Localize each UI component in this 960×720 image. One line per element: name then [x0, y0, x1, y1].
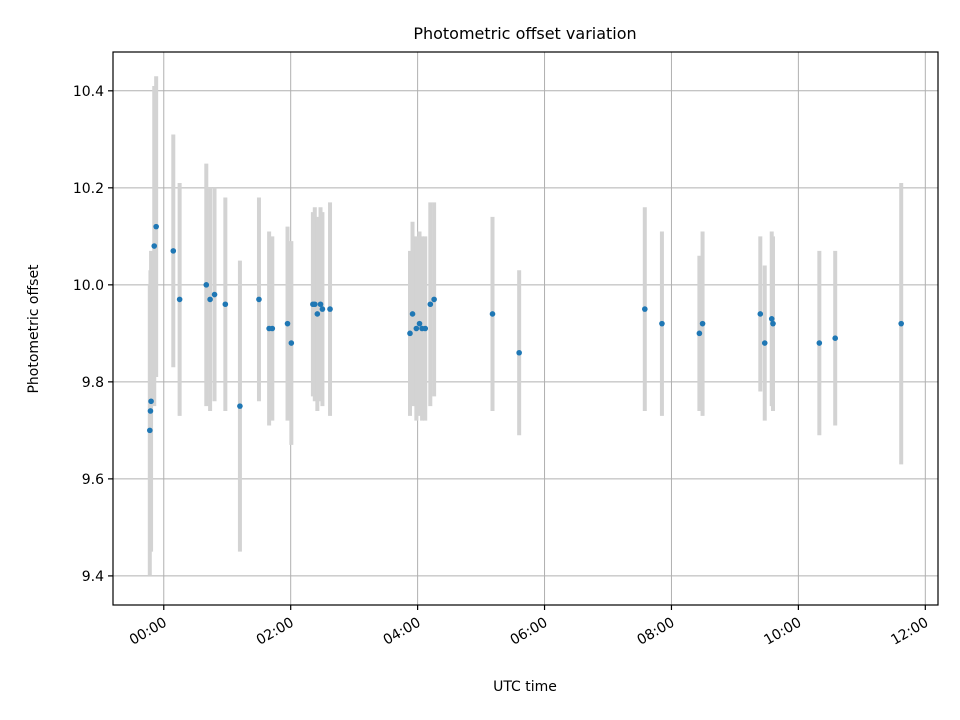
data-point-33: [642, 306, 648, 312]
y-axis-ticks: 9.4 9.6 9.8 10.0 10.2 10.4: [73, 84, 113, 585]
data-point-21: [319, 306, 326, 312]
data-point-22: [327, 306, 333, 312]
data-point-3: [151, 243, 158, 249]
data-point-18: [312, 301, 318, 308]
data-point-16: [288, 340, 295, 346]
x-tick-label-3: 06:00: [508, 615, 551, 649]
data-point-14: [269, 325, 276, 332]
y-tick-label-5: 10.4: [73, 84, 104, 100]
data-point-34: [659, 320, 665, 327]
data-point-11: [237, 403, 243, 409]
x-axis-label: UTC time: [493, 679, 557, 695]
data-point-2: [148, 398, 154, 405]
x-tick-label-5: 10:00: [761, 615, 804, 649]
data-point-29: [427, 301, 434, 308]
data-point-26: [416, 320, 423, 327]
x-axis-ticks: 00:00 02:00 04:00 06:00 08:00 10:00 12:00: [127, 605, 931, 649]
chart-title: Photometric offset variation: [413, 24, 636, 43]
x-tick-label-2: 04:00: [381, 615, 424, 649]
y-tick-label-3: 10.0: [73, 278, 104, 294]
grid-lines: [113, 52, 938, 605]
data-point-6: [176, 296, 183, 303]
data-point-39: [768, 315, 775, 322]
data-point-43: [898, 320, 904, 327]
data-point-9: [211, 291, 218, 298]
data-point-36: [699, 320, 706, 327]
y-tick-label-0: 9.4: [82, 569, 104, 585]
data-point-40: [770, 320, 776, 327]
plot-background: [113, 52, 938, 605]
x-tick-label-1: 02:00: [254, 615, 297, 649]
y-tick-label-4: 10.2: [73, 181, 104, 197]
data-points: [147, 223, 904, 434]
data-point-42: [832, 335, 838, 342]
data-point-4: [153, 223, 159, 230]
data-point-35: [696, 330, 703, 337]
y-axis-label: Photometric offset: [26, 264, 42, 394]
data-point-25: [413, 325, 420, 332]
data-point-28: [422, 325, 429, 332]
x-tick-label-0: 00:00: [127, 615, 170, 649]
data-point-23: [407, 330, 413, 337]
data-point-10: [222, 301, 229, 308]
data-point-41: [816, 340, 823, 346]
data-point-31: [489, 311, 496, 317]
y-tick-label-2: 9.8: [82, 375, 104, 391]
data-point-12: [256, 296, 262, 303]
data-point-19: [314, 311, 321, 317]
data-point-8: [207, 296, 213, 303]
data-point-5: [170, 248, 177, 254]
y-tick-label-1: 9.6: [82, 472, 104, 488]
data-point-0: [147, 427, 153, 434]
data-point-1: [147, 408, 154, 414]
data-point-20: [317, 301, 324, 308]
data-point-7: [203, 282, 210, 288]
data-point-32: [516, 349, 522, 356]
data-point-38: [761, 340, 768, 346]
x-tick-label-4: 08:00: [635, 615, 678, 649]
x-tick-label-6: 12:00: [888, 615, 931, 649]
data-point-15: [284, 320, 291, 327]
data-point-30: [431, 296, 437, 303]
data-point-24: [409, 311, 416, 317]
data-point-37: [757, 311, 764, 317]
plot-frame: [112, 51, 939, 606]
